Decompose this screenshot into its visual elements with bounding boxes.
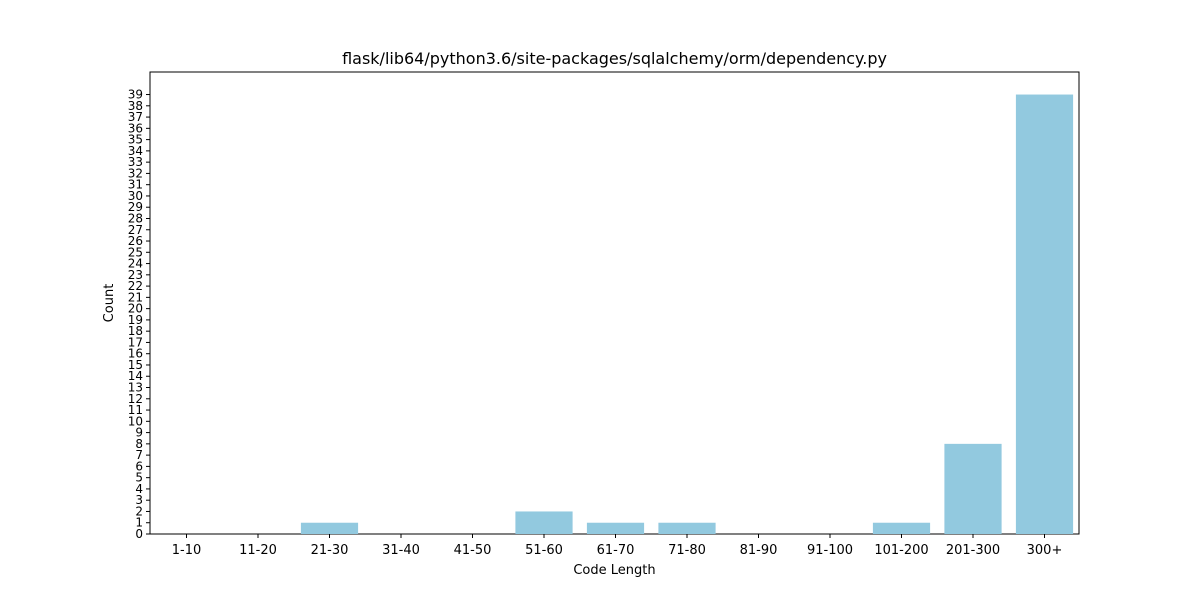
y-tick-label: 4 bbox=[135, 482, 143, 496]
y-tick-label: 16 bbox=[128, 347, 143, 361]
x-tick-label: 51-60 bbox=[525, 543, 563, 558]
y-tick-label: 35 bbox=[128, 133, 143, 147]
y-axis-ticks: 0123456789101112131415161718192021222324… bbox=[128, 88, 150, 541]
y-tick-label: 8 bbox=[135, 437, 143, 451]
bars-group bbox=[300, 94, 1074, 534]
bar-101-200 bbox=[872, 522, 931, 534]
y-tick-label: 19 bbox=[128, 313, 143, 327]
x-tick-label: 11-20 bbox=[239, 543, 277, 558]
y-tick-label: 11 bbox=[128, 403, 143, 417]
x-tick-label: 300+ bbox=[1027, 543, 1063, 558]
y-tick-label: 10 bbox=[128, 414, 143, 428]
y-tick-label: 25 bbox=[128, 245, 143, 259]
y-tick-label: 31 bbox=[128, 178, 143, 192]
bar-51-60 bbox=[515, 511, 573, 534]
y-tick-label: 39 bbox=[128, 88, 143, 102]
x-tick-label: 41-50 bbox=[454, 543, 492, 558]
x-axis-ticks: 1-10 11-20 21-30 31-40 41-50 51-60 61-70 71-80 8… bbox=[172, 534, 1063, 558]
bar-21-30 bbox=[300, 522, 359, 534]
y-tick-label: 21 bbox=[128, 290, 143, 304]
x-tick-label: 91-100 bbox=[807, 543, 853, 558]
y-tick-label: 24 bbox=[128, 257, 143, 271]
y-tick-label: 18 bbox=[128, 324, 143, 338]
y-tick-label: 0 bbox=[135, 527, 143, 541]
x-tick-label: 31-40 bbox=[382, 543, 420, 558]
y-tick-label: 30 bbox=[128, 189, 143, 203]
y-tick-label: 2 bbox=[135, 504, 143, 518]
y-tick-label: 15 bbox=[128, 358, 143, 372]
y-tick-label: 34 bbox=[128, 144, 143, 158]
y-tick-label: 3 bbox=[135, 493, 143, 507]
x-tick-label: 201-300 bbox=[946, 543, 1000, 558]
bar-201-300 bbox=[944, 443, 1002, 534]
y-tick-label: 5 bbox=[135, 471, 143, 485]
y-tick-label: 6 bbox=[135, 459, 143, 473]
x-axis-label: Code Length bbox=[573, 563, 655, 578]
plot-area: 1-10 11-20 21-30 31-40 41-50 51-60 61-70 71-80 8… bbox=[128, 71, 1080, 558]
y-tick-label: 32 bbox=[128, 166, 143, 180]
y-tick-label: 23 bbox=[128, 268, 143, 282]
y-tick-label: 26 bbox=[128, 234, 143, 248]
y-tick-label: 14 bbox=[128, 369, 143, 383]
y-tick-label: 12 bbox=[128, 392, 143, 406]
x-tick-label: 61-70 bbox=[597, 543, 635, 558]
y-tick-label: 36 bbox=[128, 121, 143, 135]
y-tick-label: 22 bbox=[128, 279, 143, 293]
y-tick-label: 7 bbox=[135, 448, 143, 462]
y-tick-label: 13 bbox=[128, 381, 143, 395]
x-tick-label: 1-10 bbox=[172, 543, 202, 558]
bar-71-80 bbox=[658, 522, 716, 534]
y-tick-label: 27 bbox=[128, 223, 143, 237]
y-tick-label: 38 bbox=[128, 99, 143, 113]
y-tick-label: 9 bbox=[135, 426, 143, 440]
chart-title: flask/lib64/python3.6/site-packages/sqla… bbox=[342, 49, 887, 68]
y-tick-label: 37 bbox=[128, 110, 143, 124]
x-tick-label: 81-90 bbox=[740, 543, 778, 558]
y-tick-label: 1 bbox=[135, 516, 143, 530]
bar-300+ bbox=[1015, 94, 1074, 534]
x-tick-label: 71-80 bbox=[668, 543, 706, 558]
y-tick-label: 20 bbox=[128, 302, 143, 316]
x-tick-label: 21-30 bbox=[311, 543, 349, 558]
y-axis-label: Count bbox=[102, 284, 117, 323]
y-tick-label: 29 bbox=[128, 200, 143, 214]
x-tick-label: 101-200 bbox=[874, 543, 928, 558]
plot-frame bbox=[149, 71, 1080, 535]
y-tick-label: 33 bbox=[128, 155, 143, 169]
y-tick-label: 28 bbox=[128, 211, 143, 225]
y-tick-label: 17 bbox=[128, 335, 143, 349]
bar-61-70 bbox=[586, 522, 645, 534]
